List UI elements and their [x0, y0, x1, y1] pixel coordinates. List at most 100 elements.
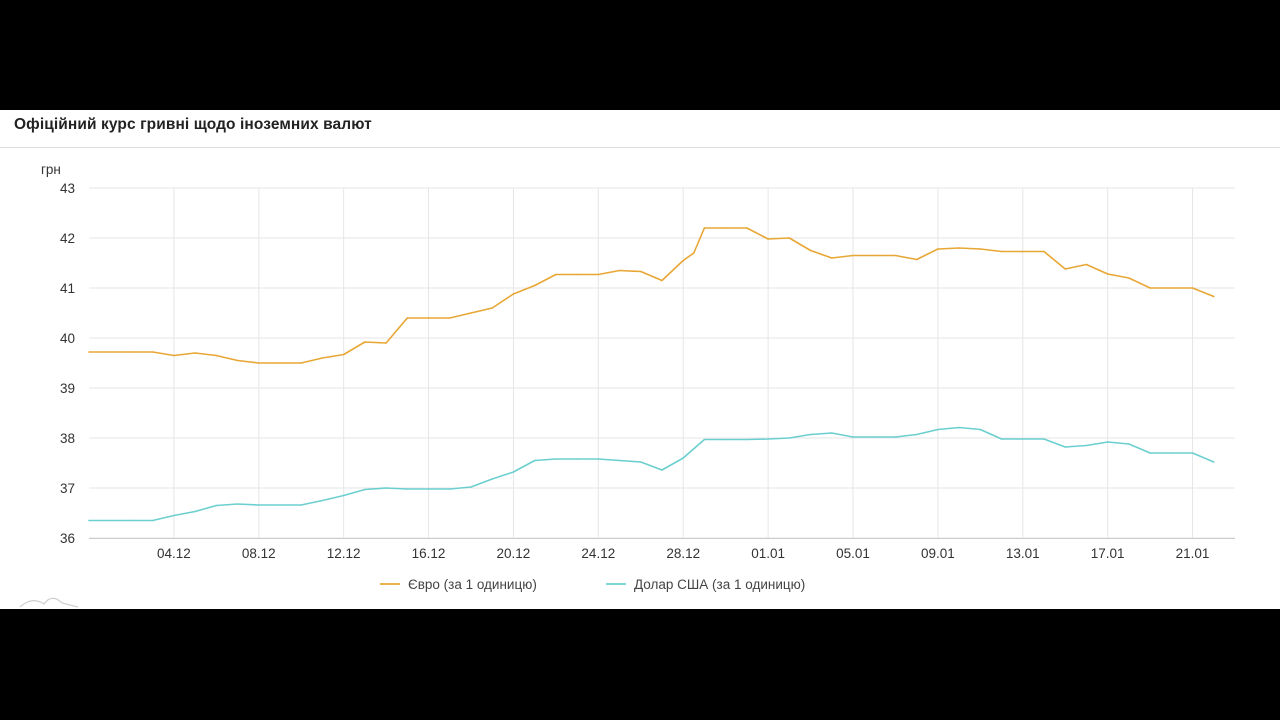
data-point: [130, 519, 133, 522]
data-point: [830, 257, 833, 259]
data-point: [597, 458, 600, 460]
y-tick-label: 39: [60, 381, 75, 396]
data-point: [639, 461, 642, 463]
y-tick-label: 42: [60, 231, 75, 246]
data-point: [279, 362, 281, 364]
data-point: [194, 352, 196, 354]
y-tick-label: 41: [60, 281, 75, 296]
data-point: [1149, 452, 1151, 454]
data-point: [555, 458, 557, 460]
data-point: [597, 273, 600, 276]
data-point: [151, 519, 154, 522]
data-point: [767, 238, 769, 240]
data-point: [979, 428, 982, 431]
data-point: [342, 494, 345, 497]
y-axis-unit-label: грн: [41, 162, 61, 177]
x-tick-label: 01.01: [751, 546, 785, 561]
data-point: [342, 353, 345, 356]
data-point: [321, 499, 324, 502]
data-point: [682, 259, 685, 262]
gridlines: [89, 187, 1235, 539]
x-tick-label: 20.12: [497, 546, 531, 561]
data-point: [1085, 263, 1088, 266]
data-point: [1106, 273, 1109, 275]
data-point: [130, 351, 133, 353]
series-line: [89, 227, 1215, 364]
data-point: [703, 227, 706, 229]
data-point: [406, 488, 409, 490]
data-point: [236, 503, 239, 505]
x-tick-label: 28.12: [666, 546, 700, 561]
data-point: [958, 247, 960, 249]
axes: 36 37 38 39 40 41 42 43 04.12 08.12 12.12 16.12 20.1…: [60, 181, 1235, 561]
chart-title: Офіційний курс гривні щодо іноземних вал…: [14, 116, 372, 133]
data-point: [661, 469, 663, 471]
x-tick-label: 16.12: [412, 546, 446, 561]
data-point: [1212, 295, 1215, 298]
data-point: [470, 486, 472, 488]
data-point: [915, 258, 918, 261]
data-point: [533, 284, 536, 287]
data-point: [257, 362, 260, 364]
data-point: [1085, 444, 1088, 447]
data-point: [937, 428, 939, 431]
data-point: [215, 354, 218, 357]
data-point: [894, 254, 897, 257]
data-point: [279, 504, 281, 506]
data-point: [1149, 287, 1151, 289]
data-point: [746, 227, 748, 229]
legend-item-usd[interactable]: Долар США (за 1 одиницю): [606, 577, 805, 592]
data-point: [1000, 250, 1003, 253]
data-point: [576, 458, 578, 460]
data-point: [1064, 268, 1067, 270]
data-point: [173, 514, 175, 517]
data-point: [491, 478, 494, 480]
data-point: [385, 487, 387, 489]
y-tick-label: 36: [60, 531, 75, 546]
y-tick-label: 43: [60, 181, 75, 196]
data-point: [385, 342, 387, 344]
series-euro: [88, 227, 1215, 364]
data-point: [1170, 287, 1173, 289]
data-point: [427, 488, 430, 490]
data-point: [724, 438, 727, 441]
data-point: [448, 317, 451, 319]
data-point: [533, 459, 536, 462]
data-point: [979, 248, 982, 250]
data-point: [1043, 250, 1045, 253]
data-point: [236, 359, 239, 362]
y-tick-label: 40: [60, 331, 75, 346]
data-point: [194, 510, 196, 513]
data-point: [427, 317, 430, 319]
data-point: [512, 293, 515, 295]
data-point: [661, 279, 663, 282]
data-point: [1000, 438, 1003, 440]
data-point: [1191, 452, 1194, 454]
data-point: [852, 254, 854, 257]
data-point: [1128, 443, 1130, 445]
legend[interactable]: Євро (за 1 одиницю) Долар США (за 1 одини…: [380, 577, 805, 592]
data-point: [1021, 438, 1024, 440]
data-point: [915, 433, 918, 436]
data-point: [830, 432, 833, 434]
series-lines: [88, 227, 1215, 522]
series-usd: [88, 426, 1215, 522]
data-point: [746, 438, 748, 441]
y-tick-label: 37: [60, 481, 75, 496]
data-point: [364, 488, 366, 491]
data-point: [639, 270, 642, 273]
data-point: [88, 519, 90, 522]
data-point: [693, 252, 695, 254]
data-point: [682, 457, 685, 459]
legend-item-euro[interactable]: Євро (за 1 одиницю): [380, 577, 537, 592]
title-divider: [0, 147, 1280, 148]
data-point: [300, 504, 303, 506]
watermark-icon: [19, 597, 79, 608]
chart-panel: Офіційний курс гривні щодо іноземних вал…: [0, 110, 1280, 609]
data-point: [300, 362, 303, 364]
y-tick-label: 38: [60, 431, 75, 446]
series-line: [89, 426, 1215, 522]
data-point: [1106, 441, 1109, 443]
legend-label: Долар США (за 1 одиницю): [634, 577, 805, 592]
data-point: [1064, 446, 1067, 448]
